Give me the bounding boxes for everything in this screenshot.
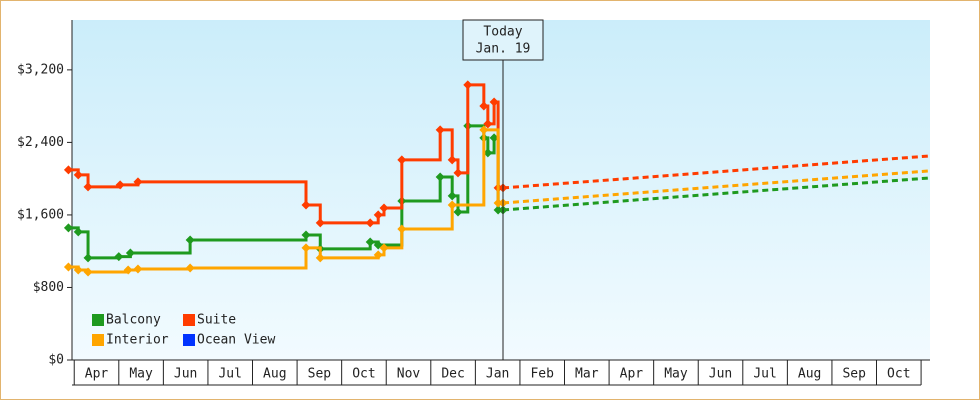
point [133, 264, 143, 274]
point [397, 155, 407, 165]
y-tick-label: $2,400 [17, 135, 64, 150]
point [397, 224, 407, 234]
legend-label: Interior [106, 333, 169, 348]
today-label: Today [483, 25, 522, 40]
x-tick-label: Sep [308, 367, 332, 382]
point [63, 165, 73, 175]
point [63, 223, 73, 233]
point [435, 125, 445, 135]
point [447, 155, 457, 165]
y-tick-label: $1,600 [17, 207, 64, 222]
x-tick-label: May [129, 367, 153, 382]
point [435, 172, 445, 182]
point [315, 218, 325, 228]
x-tick-label: Apr [620, 367, 644, 382]
x-tick-label: Mar [575, 367, 599, 382]
point [489, 97, 499, 107]
point [479, 101, 489, 111]
legend-label: Balcony [106, 313, 161, 328]
point [185, 235, 195, 245]
point [489, 133, 499, 143]
point [373, 250, 383, 260]
x-tick-label: Jul [753, 367, 776, 382]
point [373, 210, 383, 220]
point [83, 267, 93, 277]
point [447, 191, 457, 201]
y-tick-label: $3,200 [17, 62, 64, 77]
x-tick-label: Nov [397, 367, 421, 382]
legend-label: Suite [197, 313, 236, 328]
point [73, 265, 83, 275]
forecast-line [502, 169, 931, 205]
point [73, 170, 83, 180]
y-tick-label: $0 [48, 353, 64, 368]
point [125, 248, 135, 258]
point [379, 203, 389, 213]
point [453, 207, 463, 217]
point [447, 200, 457, 210]
x-tick-label: Sep [842, 367, 866, 382]
x-tick-label: Jun [709, 367, 732, 382]
point [483, 119, 493, 129]
point [123, 265, 133, 275]
point [73, 227, 83, 237]
x-tick-label: Aug [798, 367, 821, 382]
x-tick-label: Oct [352, 367, 375, 382]
x-tick-label: Oct [887, 367, 910, 382]
legend-label: Ocean View [197, 333, 275, 348]
point [63, 262, 73, 272]
x-tick-label: Jun [174, 367, 197, 382]
legend-swatch [92, 334, 104, 346]
point [365, 218, 375, 228]
today-box [462, 19, 544, 61]
point [493, 205, 503, 215]
forecast-line [502, 154, 931, 190]
point [453, 168, 463, 178]
x-tick-label: Jan [486, 367, 509, 382]
forecast-line [502, 176, 931, 212]
legend-swatch [183, 314, 195, 326]
point [301, 200, 311, 210]
point [114, 252, 124, 262]
x-tick-label: Apr [85, 367, 109, 382]
legend-swatch [92, 314, 104, 326]
point [493, 198, 503, 208]
legend-swatch [183, 334, 195, 346]
point [83, 182, 93, 192]
x-tick-label: Jul [218, 367, 241, 382]
today-label: Jan. 19 [476, 42, 531, 57]
y-tick-label: $800 [33, 280, 64, 295]
point [379, 243, 389, 253]
point [83, 253, 93, 263]
point [133, 177, 143, 187]
point [463, 80, 473, 90]
point [483, 148, 493, 158]
x-tick-label: May [664, 367, 688, 382]
series-line [68, 128, 504, 274]
point [185, 263, 195, 273]
x-tick-label: Aug [263, 367, 286, 382]
point [365, 237, 375, 247]
x-tick-label: Feb [530, 367, 554, 382]
point [479, 125, 489, 135]
point [301, 230, 311, 240]
point [315, 253, 325, 263]
point [115, 180, 125, 190]
x-tick-label: Dec [441, 367, 464, 382]
point [301, 243, 311, 253]
